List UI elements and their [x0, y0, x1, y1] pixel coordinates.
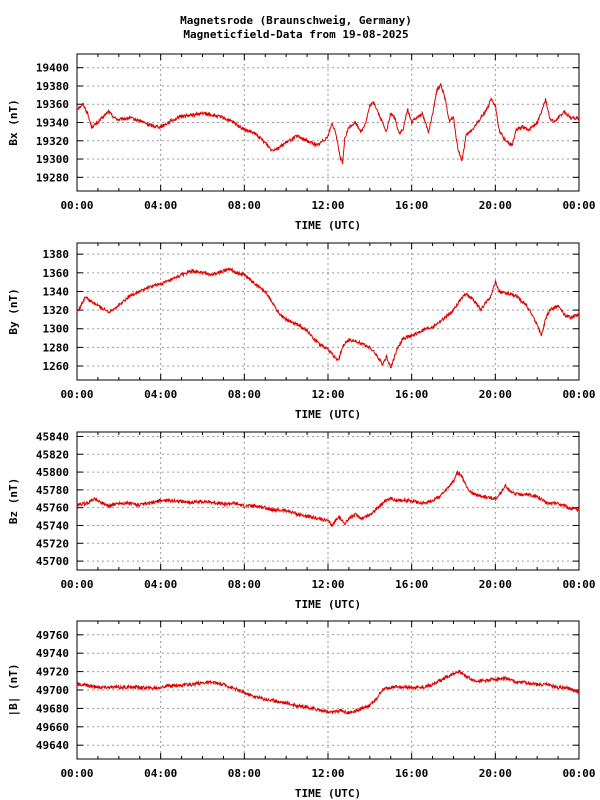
y-tick-label: 19360 [36, 98, 69, 111]
plot-frame [76, 620, 580, 760]
y-tick-label: 45820 [36, 448, 69, 461]
y-tick-label: 19400 [36, 62, 69, 75]
x-axis-label: TIME (UTC) [295, 598, 361, 611]
chart-panel: 00:00 04:00 08:00 12:00 16:00 20:00 00:00 49640… [7, 620, 596, 800]
y-axis-label: Bx (nT) [7, 99, 20, 145]
y-tick-label: 1320 [43, 304, 70, 317]
x-axis-label: TIME (UTC) [295, 219, 361, 232]
y-tick-label: 45700 [36, 555, 69, 568]
y-tick-label: 1360 [43, 267, 70, 280]
x-tick-label: 12:00 [311, 767, 344, 780]
x-tick-label: 16:00 [395, 578, 428, 591]
x-tick-label: 08:00 [228, 388, 261, 401]
x-axis-label: TIME (UTC) [295, 787, 361, 800]
series-line [76, 470, 580, 528]
y-tick-label: 19300 [36, 153, 69, 166]
x-tick-label: 00:00 [562, 199, 595, 212]
y-tick-label: 45800 [36, 466, 69, 479]
x-tick-label: 04:00 [144, 388, 177, 401]
title-line-1: Magnetsrode (Braunschweig, Germany) [180, 14, 412, 27]
y-axis-label: |B| (nT) [7, 664, 20, 717]
y-tick-label: 19340 [36, 117, 69, 130]
x-tick-label: 20:00 [479, 767, 512, 780]
series-line [76, 669, 580, 716]
y-tick-label: 1300 [43, 323, 70, 336]
series-line [76, 83, 580, 165]
title-line-2: Magneticfield-Data from 19-08-2025 [183, 28, 408, 41]
y-tick-label: 49660 [36, 721, 69, 734]
x-tick-label: 00:00 [562, 578, 595, 591]
y-tick-label: 45780 [36, 484, 69, 497]
x-tick-label: 08:00 [228, 767, 261, 780]
plot-frame [76, 53, 580, 192]
x-tick-label: 08:00 [228, 199, 261, 212]
x-tick-label: 20:00 [479, 388, 512, 401]
x-tick-label: 00:00 [60, 767, 93, 780]
x-tick-label: 08:00 [228, 578, 261, 591]
x-tick-label: 04:00 [144, 767, 177, 780]
y-tick-label: 49680 [36, 702, 69, 715]
chart-panel: 00:00 04:00 08:00 12:00 16:00 20:00 00:00 45700… [7, 430, 596, 611]
x-tick-label: 20:00 [479, 199, 512, 212]
x-tick-label: 12:00 [311, 388, 344, 401]
x-tick-label: 12:00 [311, 199, 344, 212]
y-axis-label: Bz (nT) [7, 478, 20, 524]
y-tick-label: 49700 [36, 684, 69, 697]
plot-frame [76, 431, 580, 571]
y-tick-label: 45740 [36, 519, 69, 532]
chart-panels: 00:00 04:00 08:00 12:00 16:00 20:00 00:00 19280… [7, 53, 596, 800]
y-axis-label: By (nT) [7, 288, 20, 334]
y-tick-label: 1260 [43, 360, 70, 373]
chart-panel: 00:00 04:00 08:00 12:00 16:00 20:00 00:00 1260 1… [7, 242, 596, 421]
x-tick-label: 12:00 [311, 578, 344, 591]
x-tick-label: 00:00 [562, 388, 595, 401]
y-tick-label: 19320 [36, 135, 69, 148]
y-tick-label: 45840 [36, 430, 69, 443]
y-tick-label: 49760 [36, 629, 69, 642]
x-tick-label: 16:00 [395, 199, 428, 212]
x-tick-label: 04:00 [144, 578, 177, 591]
y-tick-label: 45720 [36, 537, 69, 550]
x-tick-label: 04:00 [144, 199, 177, 212]
x-tick-label: 00:00 [60, 199, 93, 212]
x-tick-label: 00:00 [60, 578, 93, 591]
y-tick-label: 1280 [43, 341, 70, 354]
y-tick-label: 49740 [36, 647, 69, 660]
y-tick-label: 19380 [36, 80, 69, 93]
series-line [76, 266, 580, 369]
y-tick-label: 19280 [36, 171, 69, 184]
y-tick-label: 1380 [43, 248, 70, 261]
y-tick-label: 45760 [36, 502, 69, 515]
x-tick-label: 00:00 [60, 388, 93, 401]
y-tick-label: 1340 [43, 285, 70, 298]
y-tick-label: 49720 [36, 666, 69, 679]
chart-panel: 00:00 04:00 08:00 12:00 16:00 20:00 00:00 19280… [7, 53, 596, 232]
y-tick-label: 49640 [36, 739, 69, 752]
x-tick-label: 16:00 [395, 767, 428, 780]
x-tick-label: 20:00 [479, 578, 512, 591]
x-axis-label: TIME (UTC) [295, 408, 361, 421]
x-tick-label: 00:00 [562, 767, 595, 780]
x-tick-label: 16:00 [395, 388, 428, 401]
